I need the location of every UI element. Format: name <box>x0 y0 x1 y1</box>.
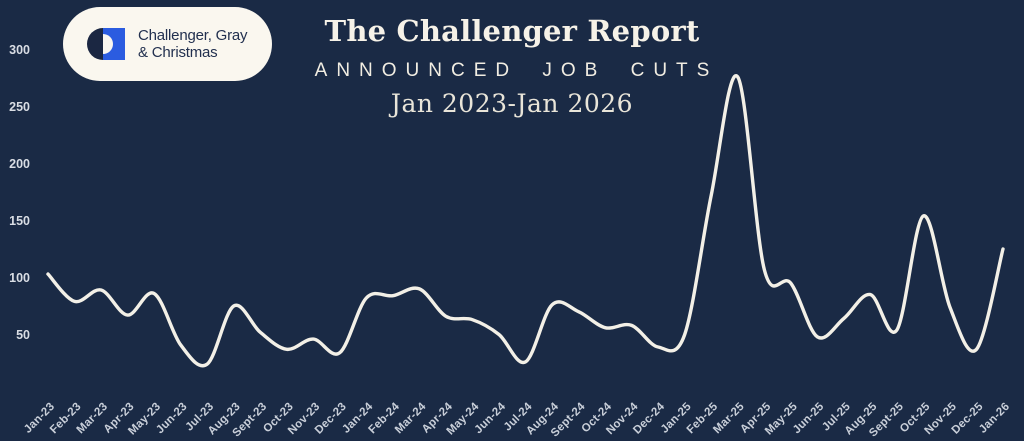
logo-badge: Challenger, Gray & Christmas <box>63 7 272 81</box>
y-axis-tick-label: 150 <box>9 214 30 228</box>
x-axis: Jan-23Feb-23Mar-23Apr-23May-23Jun-23Jul-… <box>22 400 1012 439</box>
y-axis-tick-label: 50 <box>16 328 30 342</box>
y-axis-tick-label: 250 <box>9 100 30 114</box>
logo-text-line1: Challenger, Gray <box>138 26 248 44</box>
logo-text-line2: & Christmas <box>138 44 218 61</box>
challenger-logo-icon <box>87 28 125 60</box>
y-axis-tick-label: 100 <box>9 271 30 285</box>
job-cuts-line <box>46 74 1005 368</box>
y-axis: 300 250 200 150 100 50 <box>9 43 30 342</box>
y-axis-tick-label: 200 <box>9 157 30 171</box>
y-axis-tick-label: 300 <box>9 43 30 57</box>
logo-text: Challenger, Gray & Christmas <box>138 26 248 62</box>
